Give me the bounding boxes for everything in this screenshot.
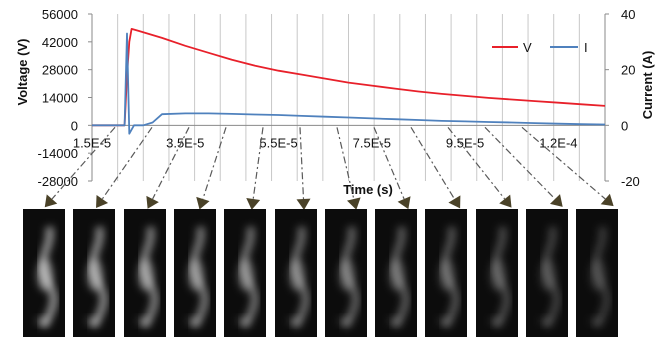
frame-arrowhead xyxy=(549,194,563,207)
series-line-i xyxy=(92,32,606,135)
frame-connector-line xyxy=(51,126,116,200)
series-line-v xyxy=(92,27,606,127)
frame-arrowhead xyxy=(296,198,311,210)
y-left-tick-label: -28000 xyxy=(38,174,78,189)
discharge-glow-image xyxy=(337,226,360,329)
frame-connector-line xyxy=(521,126,606,200)
series-lines xyxy=(92,27,606,135)
y-right-tick-label: -20 xyxy=(621,174,640,189)
frame-arrowhead xyxy=(196,196,210,210)
discharge-glow-image xyxy=(438,226,461,329)
y-left-axis-label: Voltage (V) xyxy=(15,39,30,106)
y-left-tick-label: 28000 xyxy=(42,63,78,78)
image-frame xyxy=(23,209,65,337)
frame-connector-line xyxy=(373,127,405,200)
x-axis-label: Time (s) xyxy=(343,182,393,197)
y-right-tick-label: 40 xyxy=(621,7,635,22)
frame-arrowhead xyxy=(246,198,261,210)
image-frame xyxy=(425,209,468,337)
plot-grid xyxy=(117,14,580,181)
frame-arrowhead xyxy=(448,195,461,209)
discharge-glow-image xyxy=(186,226,209,329)
image-frame xyxy=(475,209,518,337)
frame-connectors xyxy=(44,126,614,210)
y-right-tick-label: 20 xyxy=(621,63,635,78)
image-frame xyxy=(123,209,166,337)
discharge-glow-image xyxy=(36,226,58,329)
frame-connector-line xyxy=(202,127,227,200)
y-right-axis-label: Current (A) xyxy=(640,51,655,120)
discharge-glow-image xyxy=(287,226,310,329)
image-frame xyxy=(73,209,116,337)
x-tick-label: 3.5E-5 xyxy=(166,135,204,150)
frame-connector-line xyxy=(299,127,305,200)
y-right-ticks: 40 20 0 -20 xyxy=(605,7,640,189)
discharge-glow-image xyxy=(388,226,410,329)
frame-arrowhead xyxy=(146,195,159,209)
y-left-tick-label: 56000 xyxy=(42,7,78,22)
x-tick-label: 1.2E-4 xyxy=(539,135,577,150)
y-right-tick-label: 0 xyxy=(621,118,628,133)
x-tick-label: 9.5E-5 xyxy=(446,135,484,150)
frame-arrowhead xyxy=(397,196,411,210)
image-frame xyxy=(526,209,568,337)
frame-connector-line xyxy=(410,127,455,200)
y-left-ticks: 56000 42000 28000 14000 0 -14000 -28000 xyxy=(38,7,92,189)
image-frame xyxy=(324,209,367,337)
legend-label-i: I xyxy=(584,40,588,55)
discharge-glow-image xyxy=(86,226,109,329)
x-tick-label: 5.5E-5 xyxy=(259,135,297,150)
frame-arrowhead xyxy=(96,195,109,209)
frame-connector-line xyxy=(252,127,264,200)
x-tick-label: 7.5E-5 xyxy=(353,135,391,150)
frame-arrowhead xyxy=(346,197,361,210)
frame-connector-line xyxy=(484,126,556,200)
y-left-tick-label: -14000 xyxy=(38,146,78,161)
legend: V I xyxy=(492,40,588,55)
y-left-tick-label: 14000 xyxy=(42,91,78,106)
discharge-glow-image xyxy=(136,226,159,329)
image-frame xyxy=(375,209,418,337)
frame-connector-line xyxy=(152,127,190,200)
image-frame xyxy=(173,209,216,337)
x-ticks: 1.5E-5 3.5E-5 5.5E-5 7.5E-5 9.5E-5 1.2E-4 xyxy=(73,135,578,150)
y-left-tick-label: 0 xyxy=(71,118,78,133)
discharge-glow-image xyxy=(488,226,511,329)
image-frame xyxy=(224,209,267,337)
discharge-glow-image xyxy=(589,226,612,329)
x-tick-label: 1.5E-5 xyxy=(73,135,111,150)
image-frame xyxy=(274,209,317,337)
frame-arrowhead xyxy=(44,194,58,208)
frame-connector-line xyxy=(447,126,506,200)
y-left-tick-label: 42000 xyxy=(42,35,78,50)
discharge-glow-image xyxy=(237,226,259,329)
frame-arrowhead xyxy=(600,193,614,207)
image-frame xyxy=(576,209,619,337)
legend-label-v: V xyxy=(523,40,532,55)
discharge-glow-image xyxy=(539,226,561,329)
frame-connector-line xyxy=(336,127,355,200)
frame-arrowhead xyxy=(499,194,512,208)
